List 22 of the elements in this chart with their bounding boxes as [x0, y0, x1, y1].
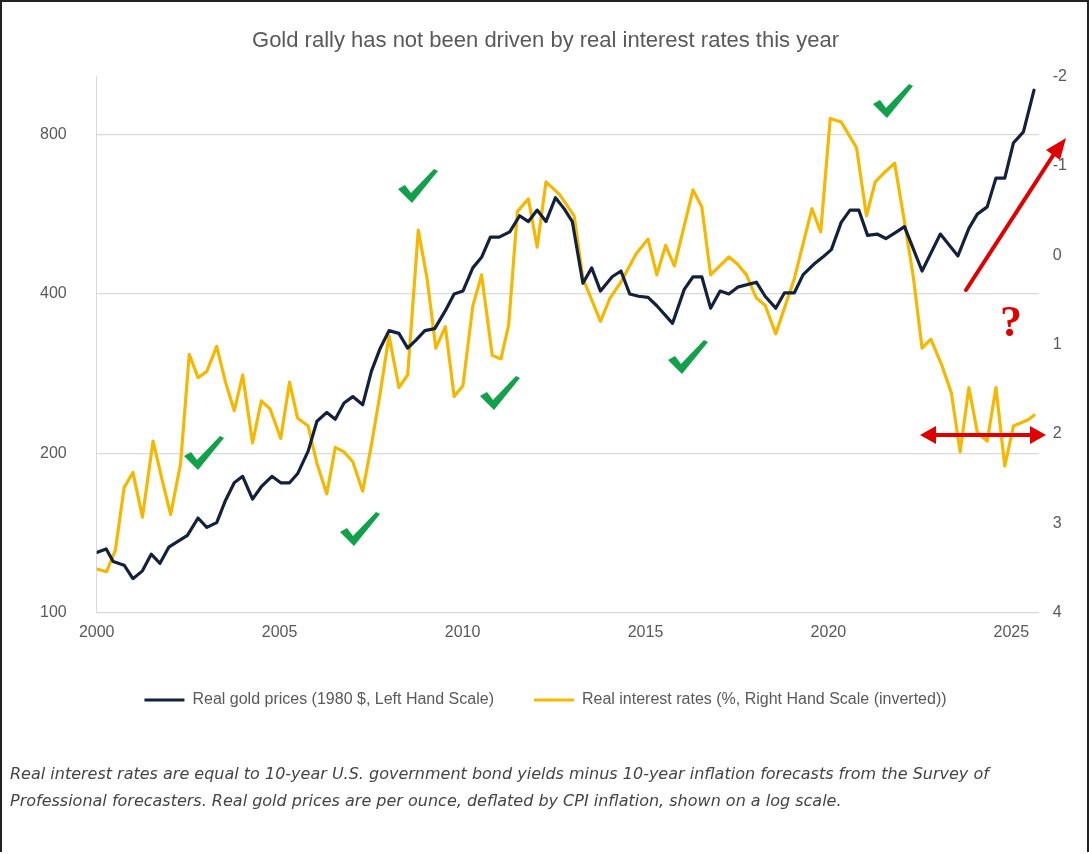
y2-tick-label: 3	[1052, 513, 1062, 531]
y-tick-label: 800	[39, 124, 67, 142]
chart-title: Gold rally has not been driven by real interest rates this year	[252, 27, 839, 53]
text: Real interest rates are equal to 10-year U.S. government bond yields minus 10-year inflation forecasts from the Survey of Professional forecasters. Real gold prices are per ounce, deflated by CPI inflation, shown on a log scale.	[10, 763, 992, 812]
legend-label: Real interest rates (%, Right Hand Scale (inverted))	[581, 690, 947, 708]
x-tick-label: 2010	[444, 622, 481, 640]
y2-tick-label: 1	[1052, 335, 1062, 353]
legend-label: Real gold prices (1980 $, Left Hand Scale)	[192, 690, 494, 708]
y-tick-label: 400	[39, 284, 67, 302]
y-tick-label: 200	[39, 443, 67, 461]
y2-tick-label: 0	[1052, 245, 1062, 263]
x-tick-label: 2015	[627, 622, 664, 640]
x-tick-label: 2005	[261, 622, 298, 640]
x-tick-label: 2025	[993, 622, 1030, 640]
y2-tick-label: -2	[1052, 66, 1068, 84]
annotation: ?	[1000, 297, 1022, 346]
y2-tick-label: 4	[1052, 603, 1062, 621]
y2-tick-label: -1	[1052, 156, 1068, 174]
y2-tick-label: 2	[1052, 424, 1062, 442]
y-tick-label: 100	[39, 603, 67, 621]
x-tick-label: 2020	[810, 622, 847, 640]
x-tick-label: 2000	[78, 622, 115, 640]
